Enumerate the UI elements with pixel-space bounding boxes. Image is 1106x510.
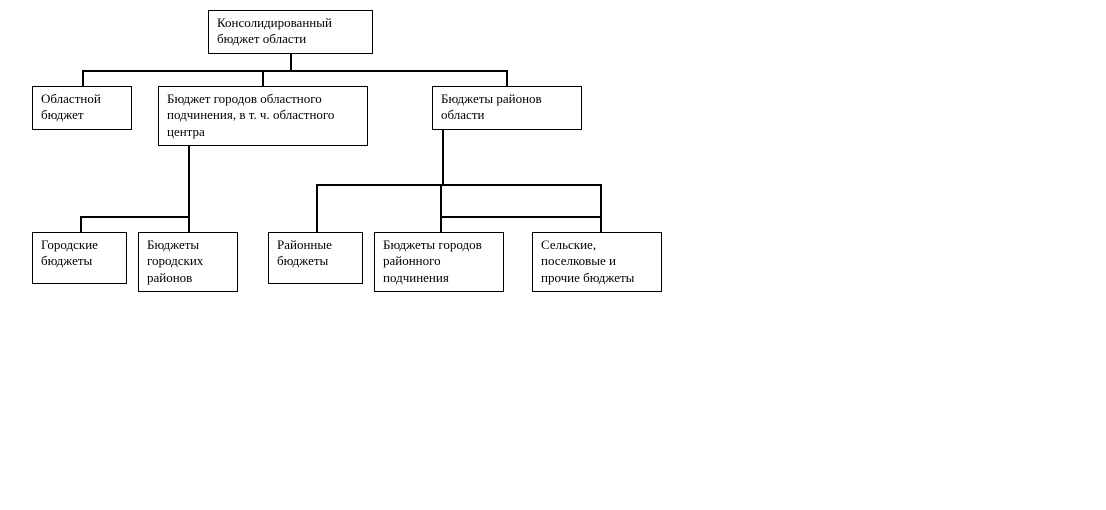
node-label: Сельские, поселковые и прочие бюджеты — [541, 237, 634, 285]
node-label: Бюджеты городов районного подчинения — [383, 237, 482, 285]
connector — [440, 184, 442, 232]
node-label: Районные бюджеты — [277, 237, 332, 268]
connector — [82, 70, 84, 86]
node-label: Консолидированный бюджет области — [217, 15, 332, 46]
connector — [442, 130, 444, 184]
node-label: Городские бюджеты — [41, 237, 98, 268]
tree-node-oblast-budget: Областной бюджет — [32, 86, 132, 130]
node-label: Бюджеты городских районов — [147, 237, 203, 285]
node-label: Областной бюджет — [41, 91, 101, 122]
connector — [290, 54, 292, 70]
node-label: Бюджеты районов области — [441, 91, 542, 122]
tree-node-city-district-budgets: Бюджеты городских районов — [138, 232, 238, 292]
connector — [80, 216, 190, 218]
tree-node-rural-budgets: Сельские, поселковые и прочие бюджеты — [532, 232, 662, 292]
connector — [316, 184, 600, 186]
node-label: Бюджет городов областного подчинения, в … — [167, 91, 334, 139]
tree-node-district-budgets: Бюджеты районов области — [432, 86, 582, 130]
connector — [80, 216, 82, 232]
connector — [600, 184, 602, 232]
connector — [188, 216, 190, 232]
tree-node-rayon-city-budgets: Бюджеты городов районного подчинения — [374, 232, 504, 292]
connector — [188, 146, 190, 216]
connector — [82, 70, 508, 72]
connector — [262, 70, 264, 86]
tree-node-root: Консолидированный бюджет области — [208, 10, 373, 54]
tree-node-rayon-budgets: Районные бюджеты — [268, 232, 363, 284]
tree-node-city-budgets-oblast-subordination: Бюджет городов областного подчинения, в … — [158, 86, 368, 146]
connector — [316, 184, 318, 232]
connector — [506, 70, 508, 86]
tree-node-city-budgets: Городские бюджеты — [32, 232, 127, 284]
connector — [440, 216, 602, 218]
